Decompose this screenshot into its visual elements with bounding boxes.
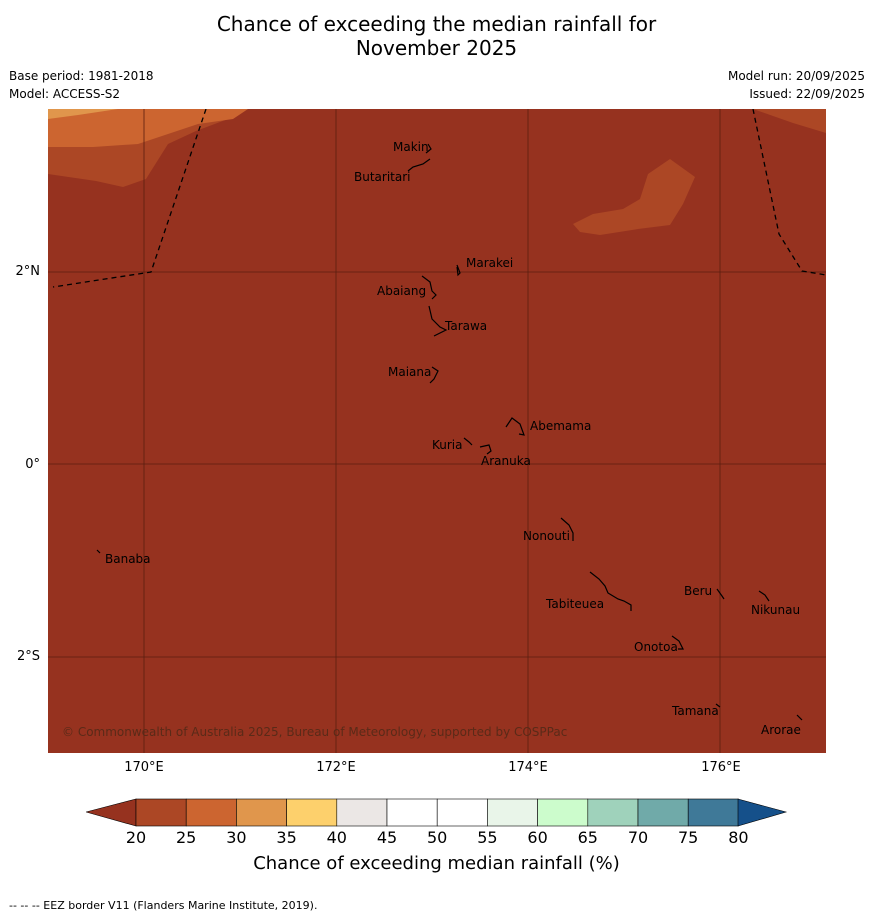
lon-label-174: 174°E [508, 760, 548, 775]
colorbar-segment [687, 798, 739, 827]
contour-top-right [753, 109, 826, 133]
colorbar-tick-label: 65 [577, 828, 598, 847]
base-period: Base period: 1981-2018 [9, 69, 154, 83]
meta-left: Base period: 1981-2018 Model: ACCESS-S2 [9, 67, 154, 103]
lat-label-2n: 2°N [15, 264, 41, 279]
forecast-map: Makin Butaritari Marakei Abaiang Tarawa … [48, 109, 826, 753]
colorbar-under-arrow [86, 798, 137, 827]
label-tabiteuea: Tabiteuea [545, 597, 604, 611]
contour-30-35 [48, 109, 118, 119]
colorbar-tick-label: 60 [527, 828, 548, 847]
lat-label-2s: 2°S [16, 649, 40, 664]
title-line-2: November 2025 [355, 36, 518, 60]
label-nonouti: Nonouti [523, 529, 570, 543]
eez-border [52, 109, 826, 288]
label-onotoa: Onotoa [634, 640, 678, 654]
lon-label-176: 176°E [701, 760, 741, 775]
colorbar-segment [637, 798, 689, 827]
map-background [48, 109, 826, 753]
eez-footnote: -- -- -- EEZ border V11 (Flanders Marine… [9, 899, 318, 912]
label-butaritari: Butaritari [354, 170, 411, 184]
map-title: Chance of exceeding the median rainfall … [0, 12, 873, 60]
title-line-1: Chance of exceeding the median rainfall … [216, 12, 657, 36]
label-marakei: Marakei [466, 256, 513, 270]
label-abaiang: Abaiang [377, 284, 426, 298]
colorbar-segment [386, 798, 438, 827]
colorbar-tick-label: 30 [226, 828, 247, 847]
place-labels: Makin Butaritari Marakei Abaiang Tarawa … [105, 140, 801, 737]
colorbar-tick-label: 55 [477, 828, 498, 847]
meta-right: Model run: 20/09/2025 Issued: 22/09/2025 [728, 67, 865, 103]
colorbar-tick-label: 80 [728, 828, 749, 847]
copyright-notice: © Commonwealth of Australia 2025, Bureau… [62, 725, 567, 739]
colorbar [86, 798, 788, 827]
graticule [48, 109, 826, 753]
label-tarawa: Tarawa [444, 319, 487, 333]
model-run: Model run: 20/09/2025 [727, 69, 865, 83]
colorbar-tick-label: 35 [276, 828, 297, 847]
label-abemama: Abemama [530, 419, 591, 433]
colorbar-segment [185, 798, 237, 827]
label-maiana: Maiana [388, 365, 431, 379]
colorbar-tick-label: 20 [125, 828, 147, 847]
islands [96, 143, 803, 721]
colorbar-segment [436, 798, 488, 827]
colorbar-segment [587, 798, 639, 827]
colorbar-segment [135, 798, 187, 827]
contour-25-30-inner [48, 109, 248, 147]
label-banaba: Banaba [105, 552, 151, 566]
colorbar-segment [336, 798, 388, 827]
colorbar-segment [236, 798, 287, 827]
colorbar-title: Chance of exceeding median rainfall (%) [253, 853, 620, 874]
label-nikunau: Nikunau [751, 603, 800, 617]
model-name: Model: ACCESS-S2 [9, 87, 121, 101]
contour-east-patch [573, 159, 695, 235]
lon-label-170: 170°E [124, 760, 164, 775]
issued-date: Issued: 22/09/2025 [749, 87, 865, 101]
colorbar-segment [286, 798, 338, 827]
label-aranuka: Aranuka [481, 454, 531, 468]
colorbar-tick-label: 25 [176, 828, 197, 847]
colorbar-tick-label: 45 [376, 828, 398, 847]
colorbar-over-arrow [737, 798, 788, 827]
label-arorae: Arorae [761, 723, 801, 737]
colorbar-segment [487, 798, 538, 827]
label-makin: Makin [393, 140, 429, 154]
label-tamana: Tamana [671, 704, 719, 718]
label-kuria: Kuria [432, 438, 463, 452]
label-beru: Beru [684, 584, 712, 598]
colorbar-tick-label: 50 [427, 828, 448, 847]
colorbar-segment [537, 798, 589, 827]
lon-label-172: 172°E [316, 760, 356, 775]
colorbar-tick-label: 75 [678, 828, 699, 847]
colorbar-tick-label: 40 [326, 828, 347, 847]
lat-label-0: 0° [25, 457, 40, 472]
colorbar-segments [135, 798, 739, 827]
colorbar-tick-label: 70 [627, 828, 649, 847]
